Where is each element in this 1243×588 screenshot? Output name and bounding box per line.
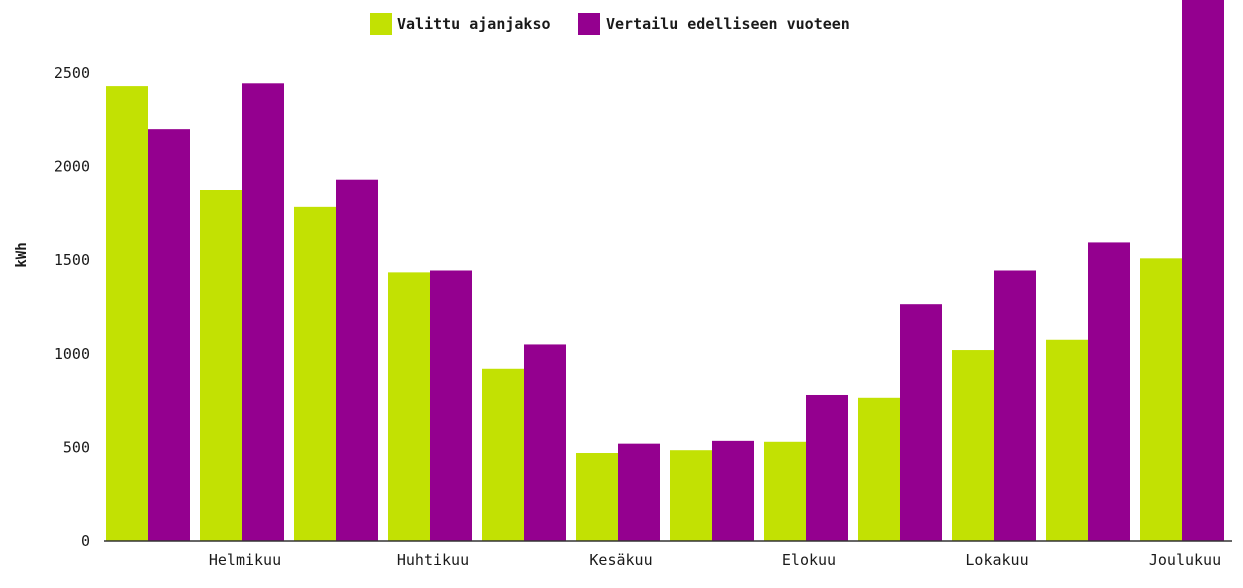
bar-comparison [524,344,566,541]
y-tick-label: 2000 [54,158,90,176]
y-tick-label: 1500 [54,251,90,269]
bar-selected [200,190,242,541]
bar-comparison [336,179,378,542]
x-axis-ticks: Helmikuu Huhtikuu Kesäkuu Elokuu Lokakuu Joul… [209,551,1221,569]
legend-label-comparison: Vertailu edelliseen vuoteen [606,15,850,33]
y-axis-ticks: 0 500 1000 1500 2000 2500 [54,64,90,550]
bar-selected [1046,339,1088,541]
bar-selected [576,453,618,541]
x-tick-label: Joulukuu [1149,551,1221,569]
y-tick-label: 1000 [54,345,90,363]
x-tick-label: Helmikuu [209,551,281,569]
bar-selected [670,450,712,541]
x-tick-label: Lokakuu [965,551,1028,569]
legend-label-selected: Valittu ajanjakso [397,15,551,33]
bar-comparison [712,440,754,541]
bar-comparison [900,304,942,541]
bar-selected [294,206,336,541]
legend-swatch-selected [370,13,392,35]
legend: Valittu ajanjakso Vertailu edelliseen vu… [370,13,850,35]
bar-selected [858,397,900,541]
x-tick-label: Elokuu [782,551,836,569]
bar-selected [106,86,148,541]
x-tick-label: Kesäkuu [589,551,652,569]
bar-selected [388,272,430,541]
bar-comparison [994,270,1036,541]
bar-comparison [148,129,190,541]
y-tick-label: 500 [63,438,90,456]
y-axis-title: kWh [14,242,30,267]
bars [106,0,1224,542]
bar-comparison [242,83,284,542]
bar-selected [482,368,524,541]
bar-comparison [806,394,848,541]
bar-comparison [430,270,472,541]
bar-comparison [1182,0,1224,541]
bar-selected [764,441,806,541]
bar-comparison [618,443,660,541]
bar-comparison [1088,242,1130,541]
bar-selected [952,350,994,541]
y-tick-label: 2500 [54,64,90,82]
x-tick-label: Huhtikuu [397,551,469,569]
bar-selected [1140,258,1182,541]
y-tick-label: 0 [81,532,90,550]
legend-swatch-comparison [578,13,600,35]
